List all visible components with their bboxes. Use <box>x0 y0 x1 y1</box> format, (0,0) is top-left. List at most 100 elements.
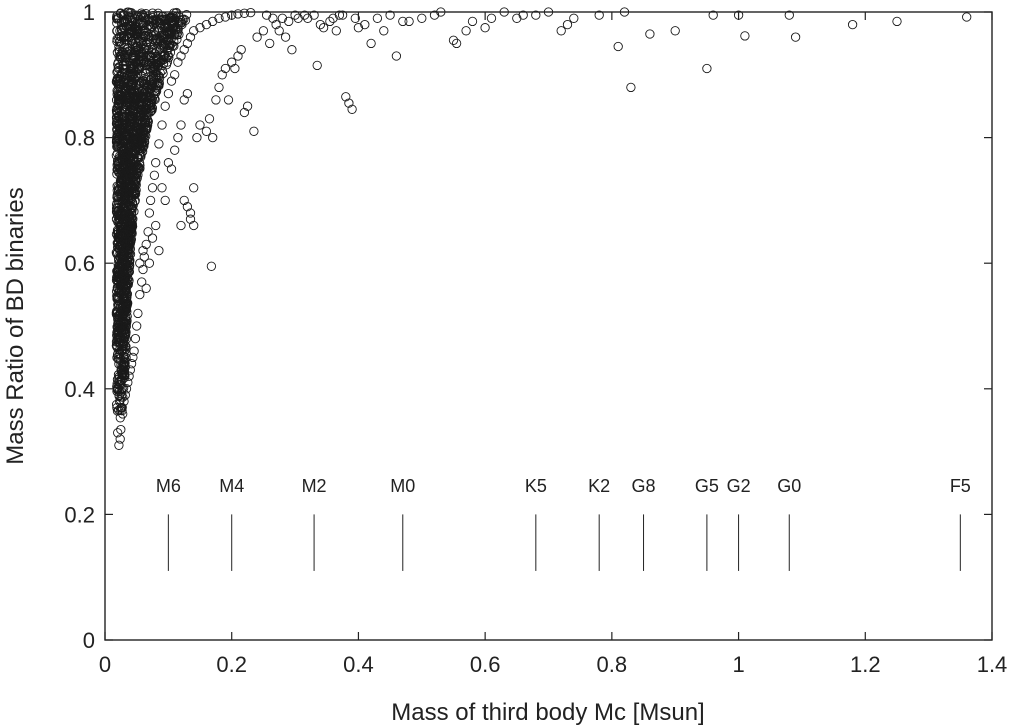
dense-point <box>164 24 175 35</box>
dense-point <box>154 71 164 82</box>
data-point <box>385 10 395 20</box>
dense-point <box>119 347 129 357</box>
spectral-label: M0 <box>390 476 415 496</box>
data-point <box>293 13 303 23</box>
data-point <box>268 13 278 23</box>
data-point <box>208 132 218 143</box>
dense-point <box>134 137 144 148</box>
dense-point <box>142 81 152 92</box>
data-point <box>353 23 364 33</box>
dense-point <box>117 109 128 119</box>
dense-point <box>136 8 147 18</box>
dense-point <box>123 179 133 189</box>
dense-point <box>117 345 127 355</box>
dense-point <box>153 70 164 81</box>
dense-point <box>169 41 179 51</box>
dense-point <box>138 139 148 149</box>
data-point <box>398 16 408 27</box>
data-point <box>145 195 156 206</box>
dense-point <box>130 100 140 111</box>
dense-point <box>112 379 122 389</box>
x-tick-label: 1.2 <box>850 652 881 677</box>
data-point <box>239 8 250 18</box>
data-point <box>784 10 794 20</box>
dense-point <box>119 65 129 75</box>
dense-point <box>155 35 166 46</box>
data-point <box>531 10 541 20</box>
dense-point <box>114 310 125 321</box>
data-point <box>220 63 231 74</box>
data-point <box>116 424 126 435</box>
dense-point <box>119 33 129 43</box>
data-point <box>124 371 134 381</box>
data-point <box>315 19 326 30</box>
dense-point <box>145 93 155 103</box>
data-point <box>151 158 161 168</box>
dense-point <box>148 71 159 81</box>
y-tick-label: 1 <box>83 0 95 25</box>
dense-point <box>112 192 122 203</box>
data-point <box>160 101 170 111</box>
data-point <box>360 19 370 30</box>
data-point <box>512 13 522 23</box>
data-point <box>176 120 186 130</box>
axis-ticks <box>104 11 993 641</box>
data-point <box>144 208 155 218</box>
dense-point <box>112 156 123 166</box>
dense-point <box>116 281 126 291</box>
dense-point <box>139 30 149 41</box>
data-point <box>113 428 123 438</box>
dense-point <box>130 130 140 140</box>
data-point <box>139 252 149 262</box>
data-point <box>176 220 186 231</box>
data-point <box>461 26 471 36</box>
dense-points-cloud <box>111 7 192 423</box>
dense-point <box>112 341 122 352</box>
dense-point <box>116 224 127 235</box>
dense-point <box>129 51 140 61</box>
dense-point <box>115 123 125 133</box>
data-point <box>201 19 212 30</box>
data-point <box>404 16 414 27</box>
data-point <box>129 346 139 356</box>
data-point <box>170 145 180 155</box>
dense-point <box>143 60 153 70</box>
dense-point <box>116 52 126 62</box>
data-point <box>287 45 297 55</box>
data-point <box>141 283 151 293</box>
dense-point <box>126 8 137 18</box>
dense-point <box>136 97 146 108</box>
data-point <box>195 23 205 33</box>
data-point <box>132 321 142 331</box>
data-point <box>185 214 196 224</box>
dense-point <box>174 29 184 40</box>
dense-point <box>117 406 127 416</box>
dense-point <box>123 17 133 27</box>
data-point <box>331 26 341 36</box>
data-point <box>518 10 528 20</box>
data-point <box>154 139 164 149</box>
data-point <box>144 258 155 268</box>
data-point <box>147 233 158 243</box>
spectral-label: K2 <box>588 476 610 496</box>
data-point <box>115 434 125 444</box>
spectral-type-markers: M6 M4 M2 M0 K5 K2 G8 G5 G2 G0 F5 <box>156 476 971 571</box>
dense-point <box>139 130 150 140</box>
dense-point <box>154 54 164 64</box>
dense-point <box>140 106 150 116</box>
dense-point <box>117 120 127 131</box>
data-point <box>201 126 212 136</box>
dense-point <box>113 327 123 337</box>
data-point <box>303 13 313 23</box>
data-point <box>271 19 281 30</box>
y-tick-label: 0 <box>83 628 95 653</box>
dense-point <box>136 152 146 162</box>
dense-point <box>116 180 126 190</box>
dense-point <box>114 41 124 52</box>
dense-point <box>143 21 153 31</box>
dense-point <box>139 79 149 89</box>
data-point <box>119 396 129 407</box>
dense-point <box>129 41 139 52</box>
tick-labels: 0 0.2 0.4 0.6 0.8 1 1.2 1.4 0 0.2 0.4 0.6 0.8 1 <box>64 0 1007 677</box>
dense-point <box>166 39 176 49</box>
